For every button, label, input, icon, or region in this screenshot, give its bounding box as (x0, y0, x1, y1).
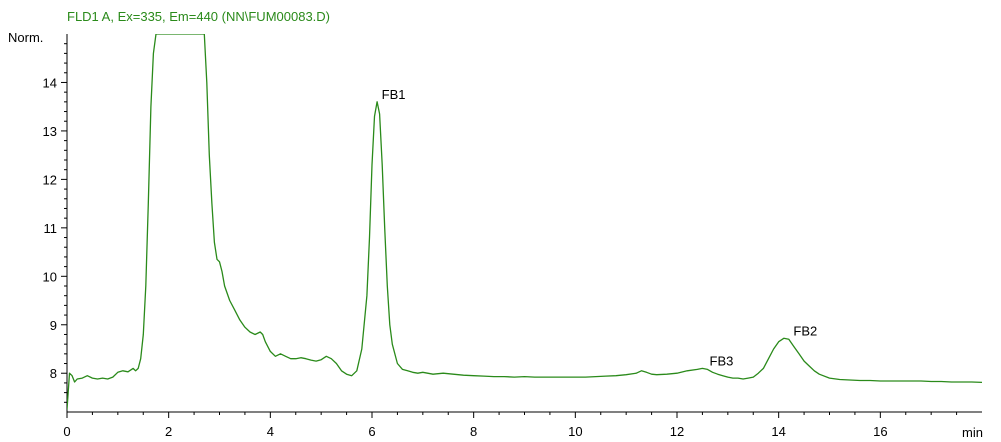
x-axis-ticks: 0 2 4 6 8 10 12 14 16 (63, 412, 958, 439)
series-group (67, 34, 982, 410)
x-tick-label: 6 (368, 424, 375, 439)
series-line (67, 34, 982, 410)
x-tick-label: 10 (568, 424, 582, 439)
x-tick-label: 14 (771, 424, 785, 439)
peak-label: FB2 (793, 323, 817, 338)
y-tick-label: 14 (43, 75, 57, 90)
y-tick-label: 9 (50, 318, 57, 333)
peak-labels: FB1 FB3 FB2 (382, 87, 818, 369)
y-tick-label: 8 (50, 366, 57, 381)
y-tick-label: 13 (43, 124, 57, 139)
x-tick-label: 12 (670, 424, 684, 439)
x-tick-label: 16 (873, 424, 887, 439)
x-axis-label: min (962, 425, 983, 440)
chart-title: FLD1 A, Ex=335, Em=440 (NN\FUM00083.D) (67, 9, 330, 24)
peak-label: FB1 (382, 87, 406, 102)
x-tick-label: 8 (470, 424, 477, 439)
x-tick-label: 0 (63, 424, 70, 439)
y-tick-label: 12 (43, 172, 57, 187)
x-tick-label: 2 (165, 424, 172, 439)
y-tick-label: 11 (44, 221, 58, 236)
axes (66, 34, 982, 413)
y-axis-ticks: 8 9 10 11 12 13 14 (43, 43, 67, 403)
peak-label: FB3 (710, 353, 734, 368)
y-axis-label: Norm. (8, 30, 43, 45)
y-tick-label: 10 (43, 269, 57, 284)
x-tick-label: 4 (267, 424, 274, 439)
